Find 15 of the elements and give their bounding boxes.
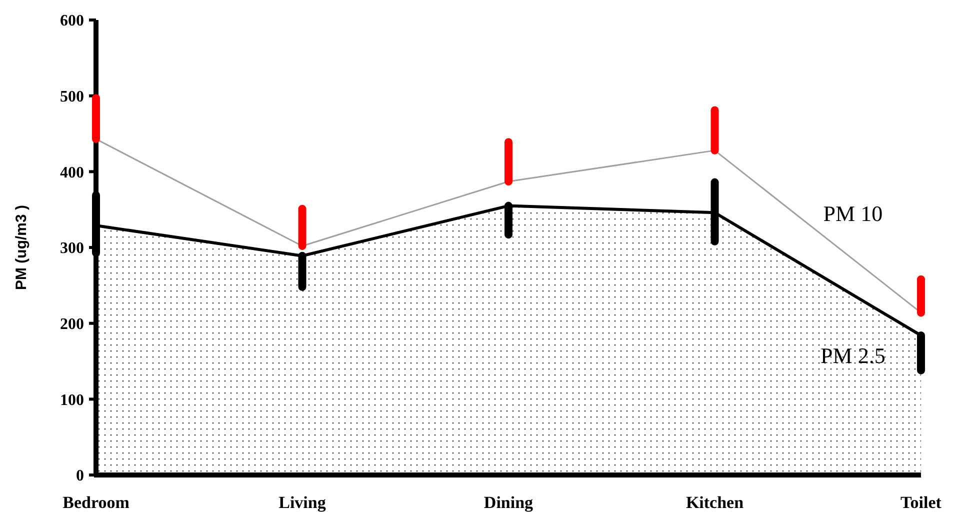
- x-tick-label: Dining: [484, 493, 534, 512]
- y-tick-label: 600: [60, 12, 84, 30]
- x-tick-label: Kitchen: [686, 493, 744, 512]
- y-tick-label: 300: [60, 240, 84, 258]
- y-axis-title: PM (ug/m3 ): [13, 205, 30, 290]
- x-tick-label: Living: [278, 493, 326, 512]
- y-tick-label: 400: [60, 164, 84, 182]
- y-tick-label: 100: [60, 392, 84, 409]
- x-tick-label: Bedroom: [62, 493, 130, 512]
- y-tick-label: 0: [76, 468, 84, 485]
- x-tick-label: Toilet: [900, 493, 942, 512]
- series-label: PM 10: [823, 201, 883, 226]
- series-label: PM 2.5: [820, 342, 886, 368]
- y-tick-label: 500: [60, 88, 84, 106]
- y-tick-label: 200: [60, 316, 84, 333]
